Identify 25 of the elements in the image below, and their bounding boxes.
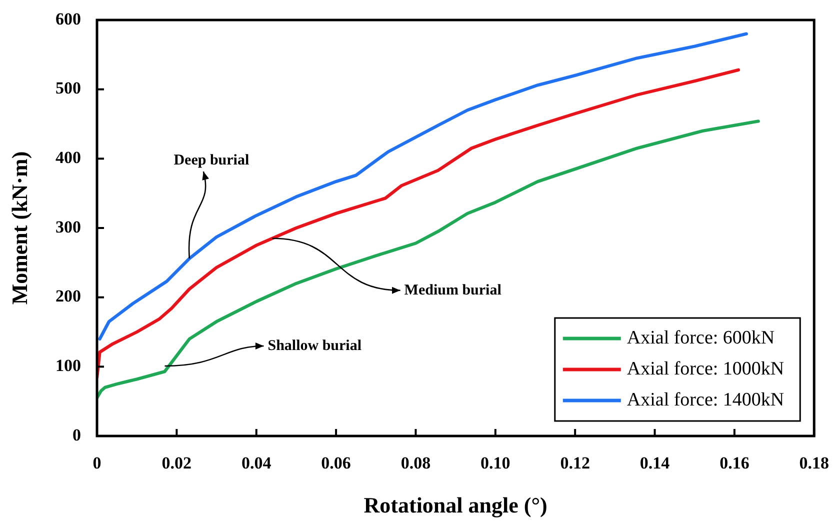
x-tick-label: 0.18	[799, 454, 829, 473]
y-tick-label: 0	[72, 425, 81, 444]
x-tick-label: 0.08	[400, 454, 431, 473]
y-tick-label: 100	[56, 356, 81, 376]
x-tick-label: 0.16	[720, 454, 750, 473]
legend-label: Axial force: 600kN	[626, 327, 775, 348]
annotation: Deep burial	[174, 152, 250, 168]
x-tick-label: 0.14	[640, 454, 670, 473]
y-tick-label: 300	[56, 217, 81, 236]
x-tick-label: 0.12	[560, 454, 590, 473]
x-tick-label: 0.10	[480, 454, 510, 473]
x-tick-label: 0.02	[162, 454, 192, 473]
y-tick-label: 600	[56, 9, 81, 28]
annotation: Medium burial	[404, 282, 502, 298]
x-tick-label: 0.04	[241, 454, 272, 473]
legend-label: Axial force: 1400kN	[626, 389, 784, 410]
legend-label: Axial force: 1000kN	[626, 358, 784, 380]
annotation: Shallow burial	[268, 338, 362, 354]
y-tick-label: 400	[56, 148, 81, 168]
x-tick-label: 0	[92, 454, 102, 473]
y-tick-label: 500	[56, 78, 81, 98]
x-tick-label: 0.06	[321, 454, 351, 473]
y-tick-label: 200	[56, 286, 81, 306]
x-axis-title: Rotational angle (°)	[364, 492, 548, 518]
y-axis-title: Moment (kN·m)	[6, 151, 32, 305]
